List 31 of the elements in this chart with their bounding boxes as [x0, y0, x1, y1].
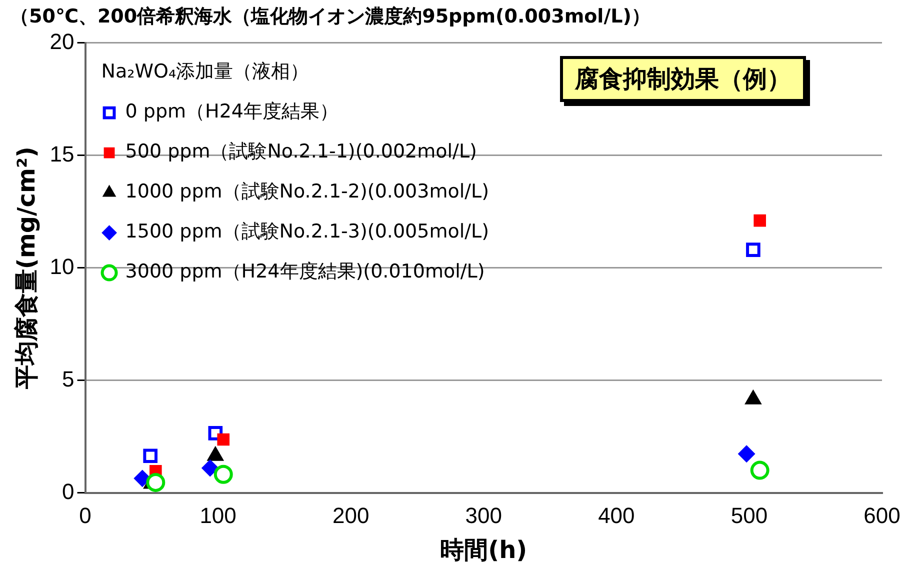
legend-label: 1500 ppm（試験No.2.1-3)(0.005mol/L) [125, 220, 490, 243]
point [202, 460, 219, 477]
legend-label: 500 ppm（試験No.2.1-1)(0.002mol/L) [125, 140, 477, 163]
point [217, 433, 230, 446]
point [754, 214, 766, 227]
legend-label: 0 ppm（H24年度結果） [125, 100, 339, 123]
x-tick-label: 300 [465, 503, 502, 528]
y-tick-label: 20 [50, 28, 74, 54]
chart-title: （50℃、200倍希釈海水（塩化物イオン濃度約95ppm(0.003mol/L)） [10, 5, 650, 28]
point [146, 472, 166, 492]
point [746, 242, 760, 257]
x-tick-label: 600 [864, 503, 900, 528]
x-tick-label: 0 [79, 503, 92, 528]
y-tick-label: 0 [62, 478, 74, 504]
x-tick-label: 400 [598, 503, 635, 528]
x-tick-label: 200 [332, 503, 370, 528]
y-tick-label: 15 [50, 141, 74, 166]
point [738, 445, 756, 462]
point [750, 460, 770, 480]
x-tick-label: 100 [200, 503, 236, 528]
x-tick-label: 500 [730, 503, 768, 528]
annotation: 腐食抑制効果（例） [560, 56, 806, 102]
point [143, 448, 158, 464]
legend-title: Na₂WO₄添加量（液相） [101, 60, 310, 83]
y-tick-label: 10 [50, 254, 74, 279]
y-axis-title: 平均腐食量(mg/cm²) [12, 146, 41, 390]
y-tick-label: 5 [62, 366, 74, 392]
point [214, 464, 233, 484]
x-axis-title: 時間(h) [440, 536, 528, 564]
legend-label: 1000 ppm（試験No.2.1-2)(0.003mol/L) [125, 180, 490, 203]
legend-label: 3000 ppm（H24年度結果)(0.010mol/L) [125, 260, 485, 283]
